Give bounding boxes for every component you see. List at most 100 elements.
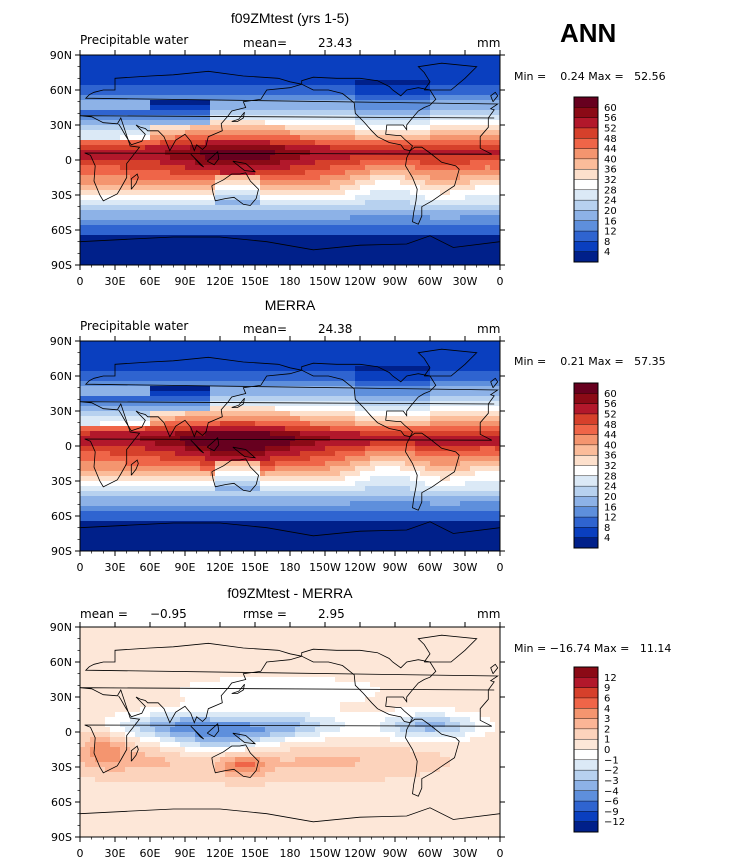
field-cell	[115, 70, 121, 76]
field-cell	[415, 135, 421, 141]
field-cell	[495, 155, 500, 161]
field-cell	[390, 130, 396, 136]
colorbar-swatch	[573, 138, 599, 150]
field-cell	[185, 416, 191, 422]
field-cell	[180, 386, 186, 392]
field-cell	[185, 386, 191, 392]
field-cell	[455, 376, 461, 382]
field-cell	[410, 341, 416, 347]
field-cell	[270, 391, 276, 397]
field-cell	[430, 65, 436, 71]
field-cell	[325, 356, 331, 362]
field-cell	[245, 115, 251, 121]
field-cell	[360, 150, 366, 156]
field-cell	[145, 245, 151, 251]
field-cell	[80, 155, 86, 161]
field-cell	[435, 381, 441, 387]
field-cell	[220, 396, 226, 402]
field-cell	[345, 115, 351, 121]
field-cell	[420, 351, 426, 357]
field-cell	[335, 245, 341, 251]
field-cell	[305, 165, 311, 171]
field-cell	[170, 85, 176, 91]
field-cell	[435, 85, 441, 91]
field-cell	[370, 120, 376, 126]
field-cell	[425, 255, 431, 261]
field-cell	[180, 255, 186, 261]
field-cell	[230, 391, 236, 397]
field-cell	[375, 140, 381, 146]
field-cell	[125, 110, 131, 116]
field-cell	[465, 155, 471, 161]
field-cell	[350, 110, 356, 116]
field-cell	[210, 250, 216, 256]
field-cell	[220, 60, 226, 66]
field-cell	[490, 105, 496, 111]
field-cell	[245, 346, 251, 352]
field-cell	[310, 55, 316, 61]
field-cell	[485, 255, 491, 261]
field-cell	[155, 90, 161, 96]
field-cell	[80, 361, 86, 367]
field-cell	[280, 105, 286, 111]
field-cell	[265, 195, 271, 201]
field-cell	[465, 230, 471, 236]
field-cell	[400, 175, 406, 181]
field-cell	[475, 396, 481, 402]
field-cell	[490, 65, 496, 71]
field-cell	[190, 416, 196, 422]
field-cell	[385, 145, 391, 151]
field-cell	[175, 110, 181, 116]
field-cell	[135, 356, 141, 362]
field-cell	[100, 65, 106, 71]
field-cell	[395, 391, 401, 397]
field-cell	[200, 245, 206, 251]
field-cell	[225, 411, 231, 417]
field-cell	[270, 200, 276, 206]
field-cell	[350, 90, 356, 96]
field-cell	[445, 346, 451, 352]
field-cell	[190, 105, 196, 111]
field-cell	[420, 70, 426, 76]
field-cell	[380, 100, 386, 106]
field-cell	[180, 361, 186, 367]
field-cell	[450, 255, 456, 261]
field-cell	[115, 230, 121, 236]
field-cell	[135, 195, 141, 201]
field-cell	[455, 55, 461, 61]
field-cell	[460, 155, 466, 161]
field-cell	[160, 135, 166, 141]
field-cell	[185, 356, 191, 362]
field-cell	[295, 366, 301, 372]
field-cell	[155, 135, 161, 141]
field-cell	[295, 386, 301, 392]
field-cell	[180, 185, 186, 191]
field-cell	[275, 366, 281, 372]
field-cell	[115, 55, 121, 61]
field-cell	[380, 160, 386, 166]
field-cell	[155, 190, 161, 196]
field-cell	[245, 371, 251, 377]
field-cell	[435, 110, 441, 116]
field-cell	[445, 125, 451, 131]
field-cell	[455, 220, 461, 226]
field-cell	[140, 80, 146, 86]
field-cell	[330, 195, 336, 201]
field-cell	[355, 160, 361, 166]
field-cell	[225, 391, 231, 397]
field-cell	[325, 406, 331, 412]
field-cell	[160, 110, 166, 116]
field-cell	[275, 165, 281, 171]
coastline	[231, 111, 245, 122]
field-cell	[205, 356, 211, 362]
field-cell	[435, 90, 441, 96]
field-cell	[325, 240, 331, 246]
field-cell	[305, 120, 311, 126]
field-cell	[390, 155, 396, 161]
field-cell	[470, 255, 476, 261]
field-cell	[370, 240, 376, 246]
field-cell	[190, 260, 196, 265]
field-cell	[470, 240, 476, 246]
field-cell	[140, 95, 146, 101]
field-cell	[470, 110, 476, 116]
